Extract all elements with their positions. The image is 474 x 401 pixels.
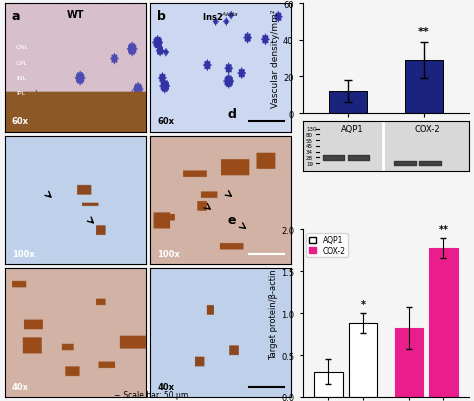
Text: WT: WT — [66, 10, 84, 20]
Text: INL: INL — [16, 76, 26, 81]
Bar — [314, 372, 343, 397]
Text: IPL: IPL — [16, 91, 25, 96]
Text: d: d — [228, 108, 237, 121]
Text: AQP1: AQP1 — [341, 124, 364, 133]
Text: 60x: 60x — [157, 117, 174, 126]
Bar — [329, 92, 367, 114]
Text: ─  Scale bar: 50 μm: ─ Scale bar: 50 μm — [115, 390, 189, 399]
Text: 34: 34 — [306, 150, 313, 155]
Text: e: e — [228, 213, 236, 227]
Text: 100x: 100x — [12, 249, 35, 258]
Text: 19: 19 — [306, 161, 313, 166]
Bar — [405, 61, 443, 114]
Text: 100x: 100x — [157, 249, 180, 258]
Text: 80: 80 — [306, 132, 313, 138]
Text: 60x: 60x — [12, 117, 29, 126]
Text: b: b — [157, 10, 166, 23]
Y-axis label: Target protein/β-actin: Target protein/β-actin — [269, 268, 278, 358]
Text: **: ** — [418, 27, 430, 37]
Text: Ins2$^{Akita}$: Ins2$^{Akita}$ — [202, 10, 239, 23]
Text: 28: 28 — [306, 156, 313, 160]
Text: *: * — [360, 299, 365, 309]
Legend: AQP1, COX-2: AQP1, COX-2 — [307, 233, 348, 257]
Text: c: c — [228, 0, 235, 2]
Text: OPL: OPL — [16, 61, 28, 65]
Text: 130: 130 — [306, 127, 317, 132]
Text: 55: 55 — [306, 138, 313, 143]
Text: ONL: ONL — [16, 45, 29, 50]
Text: a: a — [12, 10, 20, 23]
Text: 40x: 40x — [157, 382, 174, 391]
Text: COX-2: COX-2 — [415, 124, 440, 133]
Text: 40x: 40x — [12, 382, 29, 391]
Bar — [348, 324, 377, 397]
Text: 45: 45 — [306, 144, 313, 149]
Y-axis label: Vascular density/mm²: Vascular density/mm² — [271, 10, 280, 108]
Bar — [429, 248, 458, 397]
Text: **: ** — [438, 224, 448, 234]
Bar — [394, 328, 423, 397]
